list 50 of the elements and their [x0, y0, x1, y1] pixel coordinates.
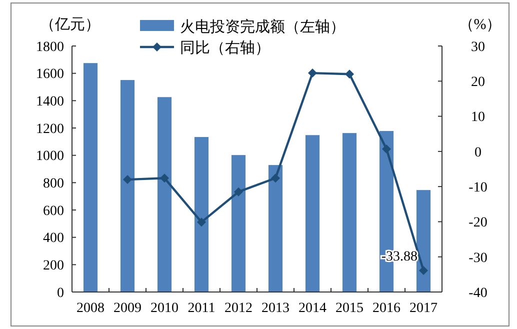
bar: [268, 165, 283, 292]
y-tick-label: 1800: [36, 40, 64, 55]
y2-tick-label: 0: [474, 145, 482, 160]
x-tick-label: 2009: [114, 301, 142, 316]
x-tick-label: 2015: [336, 301, 364, 316]
point: [234, 187, 243, 196]
y-tick-label: 1200: [36, 122, 64, 137]
y-tick-label: 1400: [36, 94, 64, 110]
y2-tick-label: 10: [471, 110, 485, 126]
y-tick-label: 200: [43, 258, 64, 274]
x-tick-label: 2017: [410, 301, 438, 316]
x-tick-label: 2010: [150, 301, 178, 316]
legend-label: 同比（右轴）: [180, 39, 270, 56]
x-tick-label: 2016: [372, 301, 400, 316]
x-tick-label: 2014: [298, 301, 326, 316]
point: [160, 174, 169, 183]
x-tick-label: 2012: [224, 301, 252, 316]
y2-tick-label: 20: [471, 75, 485, 90]
legend-label: 火电投资完成额（左轴）: [180, 18, 345, 36]
y2-axis-title: （%）: [458, 17, 502, 33]
y2-tick-label: -40: [468, 286, 488, 301]
bar: [120, 80, 135, 292]
bar: [194, 137, 209, 292]
point: [382, 144, 391, 154]
y-axis-title: （亿元）: [40, 17, 100, 33]
y-tick-label: 1600: [36, 67, 64, 82]
y2-tick-label: -30: [468, 250, 488, 266]
y-tick-label: 0: [57, 286, 64, 301]
point: [197, 218, 206, 227]
bar: [416, 190, 431, 292]
y2-tick-label: -20: [468, 216, 488, 231]
point: [308, 68, 317, 78]
point: [419, 266, 428, 275]
bar: [83, 63, 98, 292]
y-tick-label: 800: [43, 176, 64, 192]
point: [123, 175, 132, 184]
x-tick-label: 2011: [188, 301, 216, 316]
y-tick-label: 1000: [36, 149, 64, 164]
point: [271, 174, 280, 183]
bar: [305, 135, 320, 292]
bar: [157, 97, 172, 292]
x-tick-label: 2008: [76, 301, 104, 316]
y2-tick-label: 30: [471, 40, 485, 55]
x-tick-label: 2013: [262, 301, 290, 316]
bar: [231, 155, 246, 292]
y-tick-label: 600: [43, 204, 64, 219]
y2-tick-label: -10: [468, 180, 488, 196]
point: [345, 70, 354, 79]
y-tick-label: 400: [43, 231, 64, 246]
bar: [342, 133, 357, 292]
